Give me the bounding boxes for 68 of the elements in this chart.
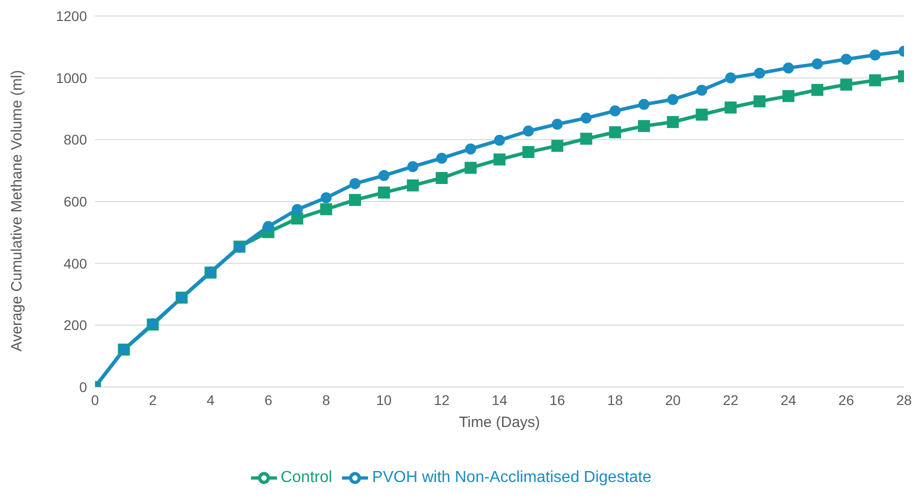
point [812,58,823,70]
x-tick-label: 16 [549,392,566,408]
x-tick-label: 26 [838,392,854,408]
x-tick-label: 0 [91,392,100,408]
point [724,102,737,114]
x-axis-title: Time (Days) [458,414,540,431]
point [638,120,650,132]
point [696,108,708,121]
point [551,140,564,152]
point [696,84,708,96]
point [580,112,592,124]
point [436,172,448,184]
point [349,194,362,206]
legend-label: PVOH with Non-Acclimatised Digestate [372,469,652,486]
point [522,126,534,137]
point [350,178,361,190]
x-tick-label: 10 [376,392,392,408]
y-tick-label: 1000 [56,70,88,86]
x-tick-label: 24 [780,392,796,408]
point [522,146,534,158]
point [610,105,621,116]
x-tick-label: 6 [264,392,272,408]
point [638,98,650,110]
y-tick-label: 0 [79,378,88,395]
point [840,78,852,91]
x-tick-label: 2 [148,392,157,408]
point [869,74,882,86]
point [436,152,448,164]
x-tick-label: 12 [434,392,450,408]
point [378,186,390,199]
point [840,54,852,65]
x-tick-label: 28 [896,392,912,408]
point [378,170,390,182]
legend-label: Control [280,469,332,486]
point [407,161,418,172]
point [754,95,766,108]
point [464,162,477,174]
x-tick-label: 8 [322,392,330,408]
point [262,221,274,232]
y-tick-label: 1200 [56,8,88,24]
point [320,192,332,204]
point [870,49,881,60]
point [666,116,679,128]
x-tick-label: 14 [492,392,508,408]
point [494,134,505,146]
point [754,68,766,79]
y-axis-title: Average Cumulative Methane Volume (ml) [8,70,26,352]
point [725,72,736,84]
point [782,90,794,102]
x-tick-label: 22 [722,392,739,408]
y-tick-label: 800 [64,132,88,148]
y-tick-label: 200 [64,317,88,334]
point [782,62,794,74]
point [292,204,303,216]
point [320,203,332,216]
point [552,118,563,130]
x-tick-label: 18 [607,392,624,408]
point [811,84,824,96]
x-tick-label: 20 [665,392,681,408]
point [406,179,419,192]
point [609,126,622,138]
y-tick-label: 600 [64,193,88,210]
x-tick-label: 4 [206,392,215,408]
point [580,132,592,145]
point [494,153,506,166]
y-tick-label: 400 [64,255,88,272]
point [667,94,678,105]
point [465,143,476,154]
